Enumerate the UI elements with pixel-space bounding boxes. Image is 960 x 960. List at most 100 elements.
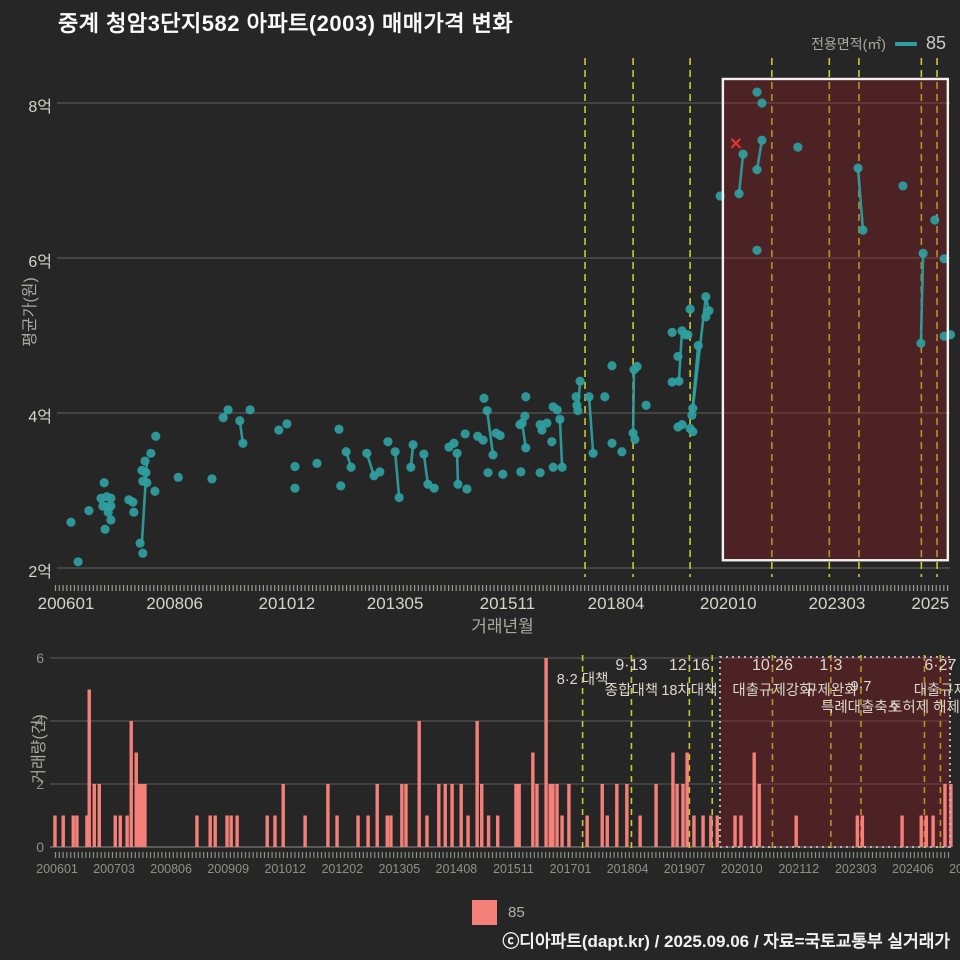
price-point	[688, 427, 698, 437]
legend-area-label: 전용면적(㎡)	[811, 35, 886, 52]
price-point	[685, 304, 695, 314]
policy-event-label: 토허제 해제	[889, 700, 960, 716]
price-link-segment	[737, 154, 745, 194]
price-x-tick-label: 202303	[808, 594, 866, 613]
price-point	[557, 462, 567, 472]
volume-bar	[356, 815, 360, 847]
volume-bar	[129, 721, 133, 847]
price-point	[218, 413, 228, 423]
price-point	[600, 392, 610, 402]
price-point	[383, 437, 393, 447]
volume-bar	[794, 815, 798, 847]
price-point	[173, 472, 183, 482]
volume-bar	[739, 815, 743, 847]
price-x-tick-label: 200806	[146, 594, 204, 613]
volume-bar	[701, 815, 705, 847]
volume-bar	[137, 784, 141, 847]
price-point	[552, 405, 562, 415]
volume-y-tick-label: 6	[36, 650, 44, 666]
volume-x-tick-label: 202506	[949, 862, 960, 876]
volume-bar	[118, 815, 122, 847]
price-point	[141, 468, 151, 478]
price-point	[207, 474, 217, 484]
volume-bar	[281, 784, 285, 847]
price-point	[752, 87, 762, 97]
regulation-highlight-border	[721, 77, 950, 562]
price-point	[752, 165, 762, 175]
price-point	[84, 506, 94, 516]
volume-bar	[638, 815, 642, 847]
volume-bar	[229, 815, 233, 847]
policy-event-label: 종합대책	[604, 683, 659, 699]
price-point	[151, 431, 161, 441]
volume-bar	[143, 784, 147, 847]
price-point	[282, 419, 292, 429]
price-point	[542, 418, 552, 428]
date-axis-title: 거래년월	[471, 617, 534, 636]
price-point	[146, 448, 156, 458]
volume-x-tick-label: 201408	[435, 862, 478, 876]
price-point	[548, 462, 558, 472]
volume-bar	[85, 815, 89, 847]
regulation-highlight-border-volume	[718, 656, 951, 848]
price-link-segment	[422, 453, 430, 485]
price-point	[673, 351, 683, 362]
policy-event-label: 규제완화	[804, 683, 858, 699]
volume-bar	[92, 784, 96, 847]
outlier-x-marker	[730, 138, 742, 149]
price-point	[449, 438, 459, 448]
volume-bar	[625, 784, 629, 847]
volume-x-tick-label: 200909	[207, 862, 250, 876]
price-point	[918, 248, 928, 258]
price-point	[390, 447, 400, 457]
volume-bar	[265, 815, 269, 847]
policy-event-label: 18차대책	[661, 683, 718, 699]
price-point	[223, 405, 233, 415]
footer-credit: ⓒ디아파트(dapt.kr) / 2025.09.06 / 자료=국토교통부 실…	[502, 932, 950, 951]
volume-bar	[71, 815, 75, 847]
volume-bar	[97, 784, 101, 847]
price-point	[630, 434, 640, 444]
price-point	[607, 438, 617, 448]
volume-bar	[600, 784, 604, 847]
volume-bar	[567, 784, 571, 847]
legend-series-value: 85	[925, 33, 946, 53]
price-point	[482, 406, 492, 416]
volume-bar	[685, 752, 689, 847]
price-point	[535, 468, 545, 478]
price-point	[858, 225, 868, 235]
price-link-segment	[856, 167, 865, 231]
volume-bar	[535, 784, 539, 847]
price-point	[408, 440, 418, 450]
volume-bar	[140, 784, 144, 847]
price-point	[135, 538, 145, 548]
price-x-tick-label: 2025	[911, 594, 950, 613]
volume-bar	[87, 689, 91, 847]
price-x-tick-label: 202010	[699, 594, 757, 613]
volume-y-tick-label: 4	[36, 713, 44, 729]
page-title: 중계 청암3단지582 아파트(2003) 매매가격 변화	[58, 11, 514, 36]
policy-event-label: 12·16	[668, 657, 710, 674]
price-y-tick-label: 2억	[28, 564, 52, 581]
volume-bar	[548, 784, 552, 847]
price-link-segment	[631, 369, 636, 434]
policy-event-label: 대출규제강화	[732, 683, 813, 699]
price-point	[66, 517, 76, 527]
price-point	[667, 327, 677, 337]
price-point	[106, 515, 116, 525]
price-x-tick-label: 201511	[479, 594, 536, 613]
volume-x-tick-label: 202303	[834, 862, 877, 876]
volume-bar	[671, 752, 675, 847]
volume-bar	[919, 815, 923, 847]
volume-bar	[443, 784, 447, 847]
volume-y-tick-label: 0	[36, 839, 44, 855]
volume-bar	[466, 815, 470, 847]
legend-bar-value: 85	[508, 904, 525, 921]
price-point	[853, 163, 863, 173]
volume-bar	[900, 815, 904, 847]
volume-bar	[335, 815, 339, 847]
price-link-segment	[919, 253, 925, 344]
price-y-tick-label: 6억	[28, 254, 52, 271]
volume-x-tick-label: 202112	[778, 862, 820, 876]
price-point	[752, 245, 762, 255]
